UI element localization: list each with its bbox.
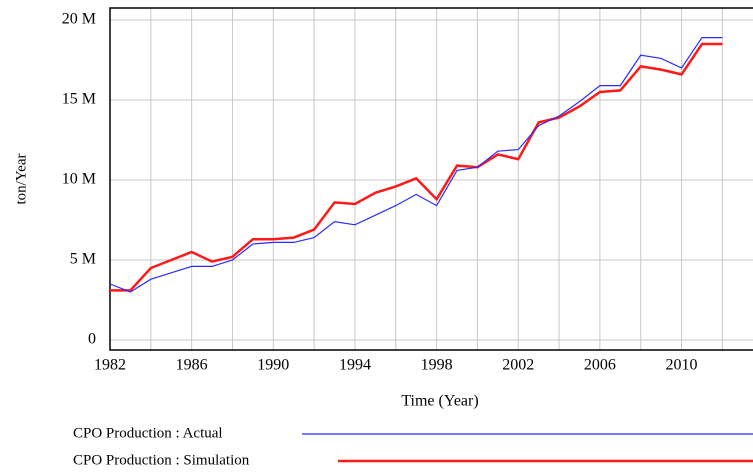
x-tick-label: 1994 [339,357,371,374]
y-tick-label: 10 M [62,171,96,188]
x-tick-label: 2002 [502,357,534,374]
x-axis-label: Time (Year) [401,393,478,410]
plot-frame [109,7,753,351]
y-tick-label: 15 M [62,91,96,108]
x-tick-label: 1990 [257,357,289,374]
y-tick-label: 5 M [70,251,96,268]
y-tick-label: 0 [88,331,96,348]
x-tick-label: 1982 [94,357,126,374]
x-tick-label: 1986 [176,357,208,374]
y-axis-label: ton/Year [13,154,29,205]
legend-label: CPO Production : Actual [73,425,223,441]
x-tick-label: 2006 [584,357,616,374]
legend-label: CPO Production : Simulation [73,452,250,468]
line-series [109,37,723,293]
x-tick-label: 2010 [666,357,698,374]
line-series [110,42,723,292]
y-tick-label: 20 M [62,11,96,28]
x-tick-label: 1998 [421,357,453,374]
